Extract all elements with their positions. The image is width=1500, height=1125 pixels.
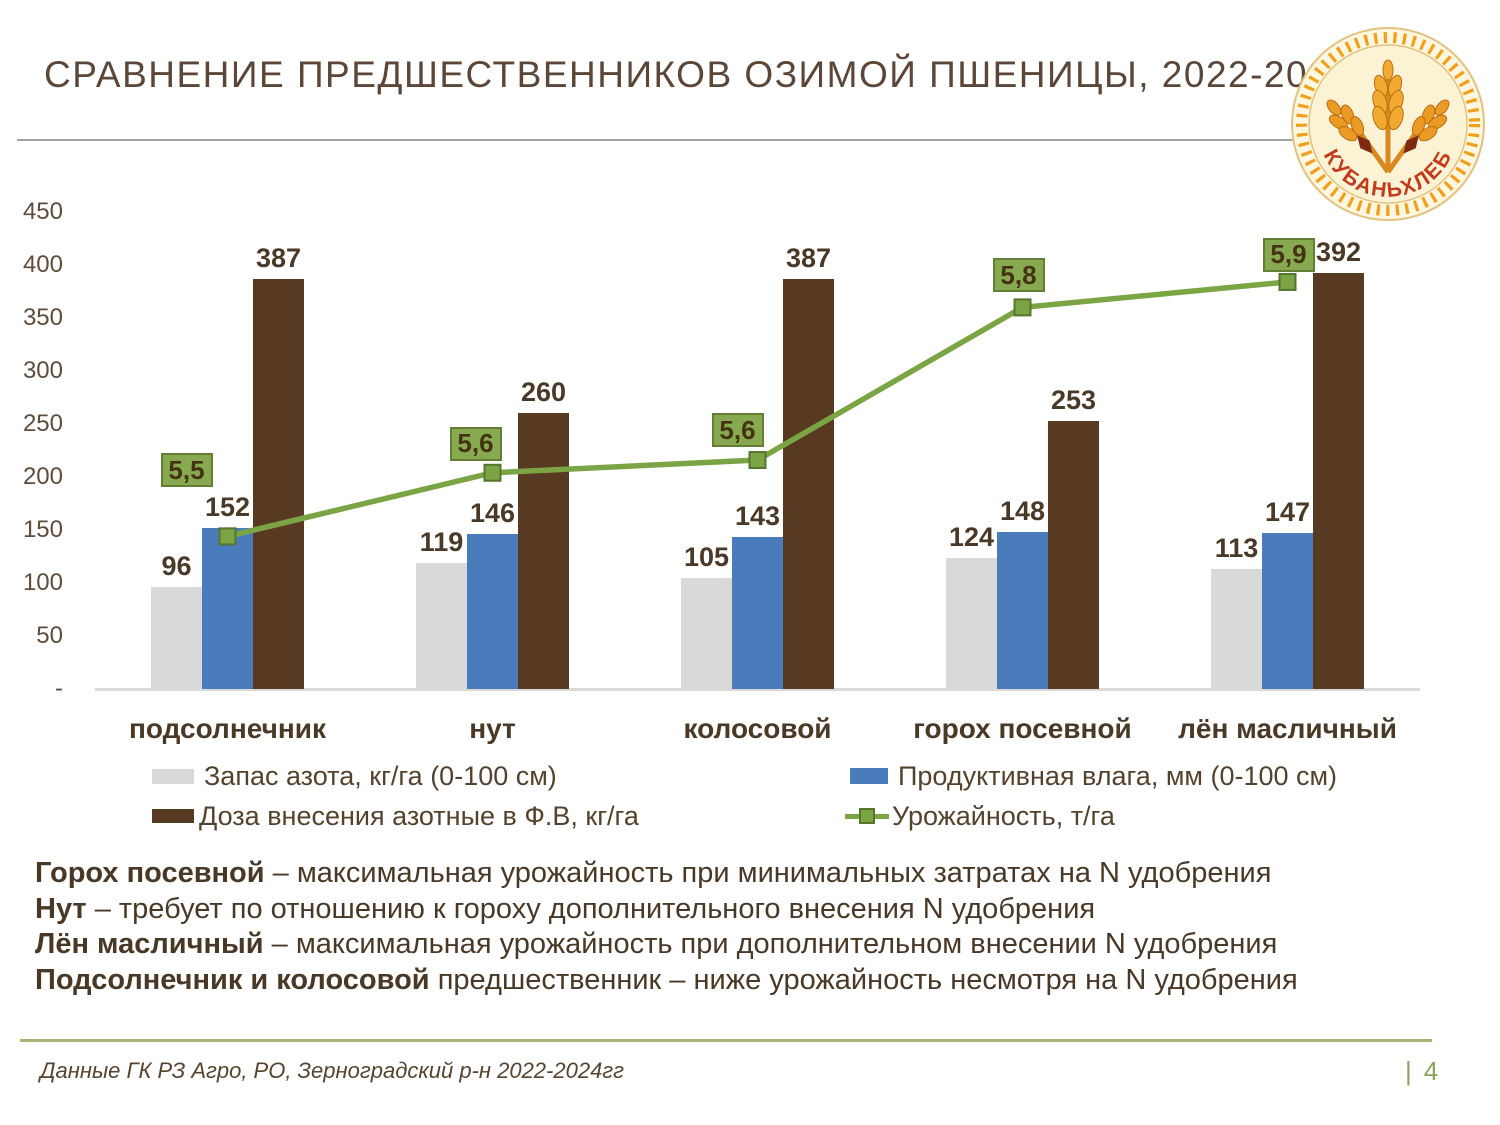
bar — [681, 577, 732, 689]
blue-swatch-icon — [850, 768, 888, 784]
yield-value-label: 5,8 — [992, 258, 1045, 293]
legend-item-nitrogen-dose: Доза внесения азотные в Ф.В, кг/га — [152, 800, 639, 832]
yield-value-label: 5,6 — [711, 413, 764, 448]
y-axis-tick: 450 — [22, 198, 63, 225]
title-divider — [17, 139, 1345, 141]
yield-marker — [1278, 272, 1297, 291]
page-title: СРАВНЕНИЕ ПРЕДШЕСТВЕННИКОВ ОЗИМОЙ ПШЕНИЦ… — [44, 54, 1396, 95]
y-axis-tick: 250 — [22, 410, 63, 437]
analysis-notes: Горох посевной – максимальная урожайност… — [35, 856, 1298, 998]
bar-value-label: 392 — [1315, 237, 1362, 268]
bar — [202, 527, 253, 689]
category-label: нут — [469, 713, 516, 744]
yield-marker — [1013, 298, 1032, 317]
bar — [1048, 420, 1099, 689]
legend-item-productive-moisture: Продуктивная влага, мм (0-100 см) — [850, 760, 1337, 792]
category-label: лён масличный — [1178, 713, 1397, 744]
yield-line — [226, 279, 1288, 540]
legend-label: Запас азота, кг/га (0-100 см) — [204, 760, 557, 791]
y-axis-tick: 100 — [22, 569, 63, 596]
bar-value-label: 253 — [1050, 384, 1097, 415]
yield-marker — [748, 451, 767, 470]
bar — [732, 537, 783, 689]
yield-line-marker-icon — [845, 807, 889, 824]
bar — [946, 557, 997, 689]
bar-value-label: 105 — [683, 541, 730, 572]
wheat-emblem — [1326, 59, 1450, 174]
bar-value-label: 96 — [161, 551, 192, 582]
y-axis-tick: 350 — [22, 304, 63, 331]
bar — [1211, 569, 1262, 689]
bar — [467, 534, 518, 689]
y-axis-tick: 300 — [22, 357, 63, 384]
gray-swatch-icon — [152, 768, 194, 784]
x-axis-line — [95, 688, 1420, 691]
kubanhleb-logo: КУБАНЬХЛЕБ — [1291, 27, 1485, 221]
y-axis-tick: 150 — [22, 516, 63, 543]
bar — [253, 278, 304, 689]
category-label: горох посевной — [913, 713, 1132, 744]
bar-value-label: 387 — [785, 242, 832, 273]
note-line: Подсолнечник и колосовой предшественник … — [35, 963, 1298, 996]
yield-value-label: 5,9 — [1262, 237, 1315, 272]
category-label: колосовой — [683, 713, 832, 744]
yield-value-label: 5,5 — [160, 453, 213, 488]
yield-value-label: 5,6 — [449, 426, 502, 461]
legend-item-nitrogen-stock: Запас азота, кг/га (0-100 см) — [152, 760, 557, 792]
footer-divider — [20, 1039, 1432, 1042]
bar — [1262, 533, 1313, 689]
y-axis-tick: 50 — [36, 622, 63, 649]
y-axis-tick: - — [55, 675, 63, 702]
note-line: Лён масличный – максимальная урожайность… — [35, 928, 1278, 960]
legend-label: Доза внесения азотные в Ф.В, кг/га — [199, 800, 639, 831]
note-line: Горох посевной – максимальная урожайност… — [35, 857, 1272, 889]
brown-swatch-icon — [152, 809, 194, 823]
page-number-divider: | — [1405, 1056, 1412, 1086]
y-axis-tick: 400 — [22, 251, 63, 278]
yield-marker — [483, 463, 502, 482]
legend-label: Продуктивная влага, мм (0-100 см) — [898, 760, 1338, 791]
legend-item-yield: Урожайность, т/га — [845, 800, 1115, 832]
bar — [1313, 273, 1364, 689]
bar — [416, 562, 467, 689]
bar — [151, 587, 202, 689]
legend-label: Урожайность, т/га — [892, 800, 1115, 831]
note-line: Нут – требует по отношению к гороху допо… — [35, 892, 1096, 925]
bar — [783, 278, 834, 689]
bar — [997, 532, 1048, 689]
bar-value-label: 387 — [255, 242, 302, 273]
y-axis-tick: 200 — [22, 463, 63, 490]
bar — [518, 413, 569, 689]
logo-ornament-ring — [1296, 32, 1480, 216]
bar-value-label: 260 — [520, 377, 567, 408]
category-label: подсолнечник — [129, 713, 326, 744]
data-source: Данные ГК РЗ Агро, РО, Зерноградский р-н… — [40, 1058, 625, 1083]
page-number: | 4 — [1405, 1056, 1439, 1086]
